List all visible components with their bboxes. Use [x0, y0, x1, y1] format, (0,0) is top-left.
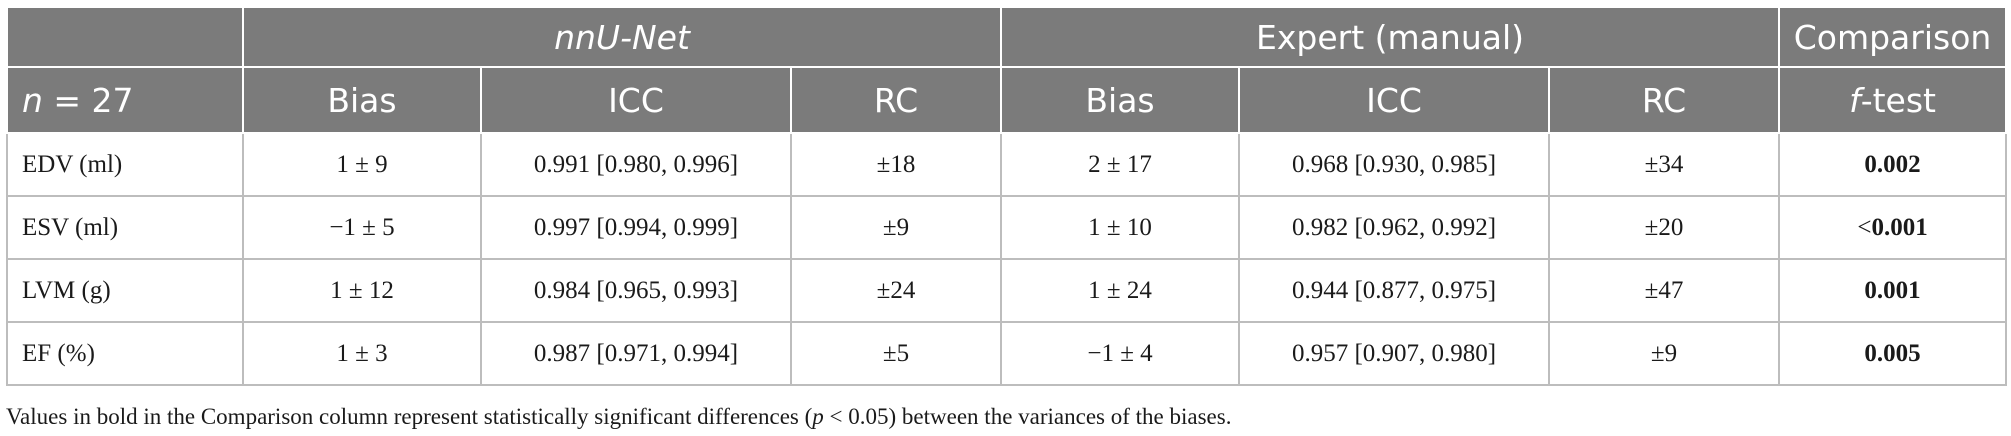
header-rc-nnunet: RC [789, 66, 1003, 134]
cell-rc-nnunet: ±24 [789, 258, 1003, 323]
f-symbol: f [1849, 80, 1861, 120]
f-test-suffix: -test [1860, 80, 1936, 120]
cell-icc-expert: 0.968 [0.930, 0.985] [1238, 132, 1551, 197]
table-footnote: Values in bold in the Comparison column … [6, 404, 1231, 430]
table-row: LVM (g) 1 ± 12 0.984 [0.965, 0.993] ±24 … [6, 258, 2008, 323]
comparison-value: 0.005 [1864, 339, 1921, 367]
header-group-comparison: Comparison [1778, 6, 2008, 68]
cell-rc-nnunet: ±5 [789, 321, 1003, 386]
comparison-value: 0.001 [1871, 213, 1928, 241]
row-label: EF (%) [6, 321, 244, 386]
cell-comparison: 0.005 [1778, 321, 2008, 386]
results-table-container: nnU-Net Expert (manual) Comparison n = 2… [6, 6, 2008, 386]
cell-rc-expert: ±20 [1548, 195, 1781, 260]
results-table: nnU-Net Expert (manual) Comparison n = 2… [6, 6, 2008, 386]
header-bias-expert: Bias [1000, 66, 1241, 134]
table-row: EDV (ml) 1 ± 9 0.991 [0.980, 0.996] ±18 … [6, 132, 2008, 197]
row-label: LVM (g) [6, 258, 244, 323]
cell-rc-expert: ±47 [1548, 258, 1781, 323]
cell-icc-nnunet: 0.984 [0.965, 0.993] [480, 258, 792, 323]
cell-bias-nnunet: −1 ± 5 [242, 195, 482, 260]
cell-bias-nnunet: 1 ± 9 [242, 132, 482, 197]
header-group-expert: Expert (manual) [1000, 6, 1781, 68]
cell-comparison: 0.002 [1778, 132, 2008, 197]
comparison-prefix: < [1857, 213, 1872, 241]
cell-bias-expert: 2 ± 17 [1000, 132, 1241, 197]
cell-icc-expert: 0.957 [0.907, 0.980] [1238, 321, 1551, 386]
cell-comparison: <0.001 [1778, 195, 2008, 260]
n-symbol: n [22, 80, 43, 120]
cell-icc-nnunet: 0.997 [0.994, 0.999] [480, 195, 792, 260]
cell-icc-nnunet: 0.987 [0.971, 0.994] [480, 321, 792, 386]
footnote-text-before: Values in bold in the Comparison column … [6, 404, 813, 429]
header-n-cell: n = 27 [6, 66, 244, 134]
n-value: = 27 [42, 80, 134, 120]
row-label: ESV (ml) [6, 195, 244, 260]
header-icc-expert: ICC [1238, 66, 1551, 134]
header-rc-expert: RC [1548, 66, 1781, 134]
footnote-text-after: < 0.05) between the variances of the bia… [823, 404, 1232, 429]
cell-bias-nnunet: 1 ± 12 [242, 258, 482, 323]
header-group-nnunet: nnU-Net [241, 6, 1003, 68]
cell-bias-nnunet: 1 ± 3 [242, 321, 482, 386]
cell-bias-expert: 1 ± 10 [1000, 195, 1241, 260]
cell-icc-expert: 0.982 [0.962, 0.992] [1238, 195, 1551, 260]
header-empty-cell [6, 6, 244, 68]
header-column-row: n = 27 Bias ICC RC Bias ICC RC f-test [6, 66, 2008, 134]
footnote-p-symbol: p [812, 404, 824, 429]
cell-comparison: 0.001 [1778, 258, 2008, 323]
comparison-value: 0.001 [1864, 276, 1921, 304]
header-bias-nnunet: Bias [242, 66, 482, 134]
cell-bias-expert: 1 ± 24 [1000, 258, 1241, 323]
comparison-value: 0.002 [1864, 150, 1921, 178]
table-row: ESV (ml) −1 ± 5 0.997 [0.994, 0.999] ±9 … [6, 195, 2008, 260]
header-f-test: f-test [1778, 66, 2008, 134]
header-group-row: nnU-Net Expert (manual) Comparison [6, 6, 2008, 68]
row-label: EDV (ml) [6, 132, 244, 197]
cell-icc-expert: 0.944 [0.877, 0.975] [1238, 258, 1551, 323]
cell-bias-expert: −1 ± 4 [1000, 321, 1241, 386]
cell-rc-expert: ±9 [1548, 321, 1781, 386]
cell-rc-nnunet: ±18 [789, 132, 1003, 197]
cell-icc-nnunet: 0.991 [0.980, 0.996] [480, 132, 792, 197]
header-icc-nnunet: ICC [480, 66, 792, 134]
cell-rc-nnunet: ±9 [789, 195, 1003, 260]
cell-rc-expert: ±34 [1548, 132, 1781, 197]
table-row: EF (%) 1 ± 3 0.987 [0.971, 0.994] ±5 −1 … [6, 321, 2008, 386]
